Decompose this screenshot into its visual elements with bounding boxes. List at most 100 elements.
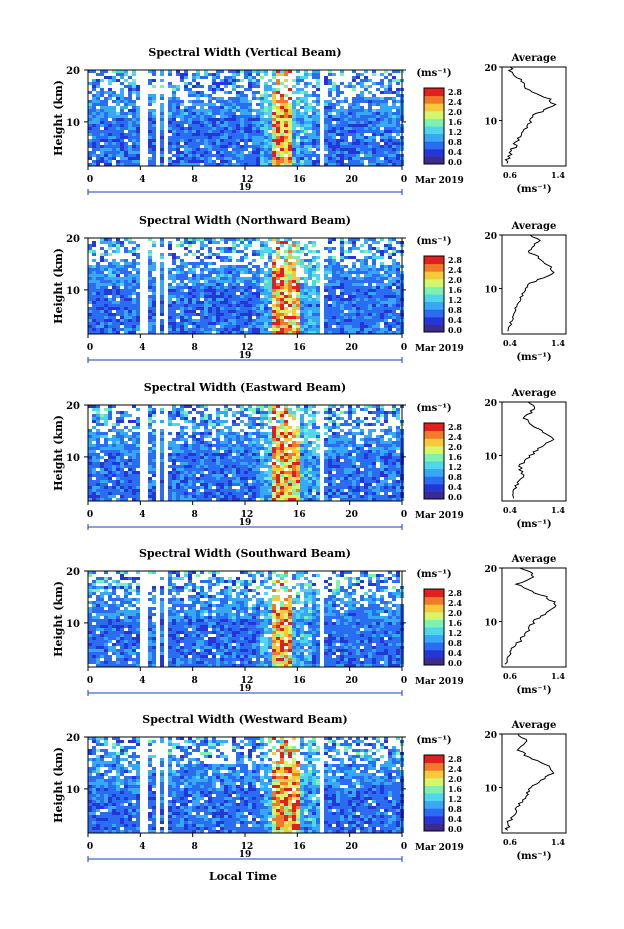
heatmap-cell [184, 76, 188, 79]
heatmap-cell [316, 100, 320, 103]
heatmap-cell [284, 429, 288, 432]
heatmap-cell [96, 319, 100, 322]
heatmap-cell [328, 286, 332, 289]
heatmap-cell [196, 85, 200, 88]
heatmap-cell [256, 79, 260, 82]
heatmap-cell [360, 112, 364, 115]
heatmap-cell [396, 408, 400, 411]
heatmap-cell [324, 259, 328, 262]
heatmap-cell [168, 151, 172, 154]
heatmap-cell [348, 160, 352, 163]
heatmap-cell [192, 241, 196, 244]
heatmap-cell [280, 115, 284, 118]
heatmap-cell [324, 295, 328, 298]
heatmap-cell [200, 304, 204, 307]
heatmap-cell [316, 115, 320, 118]
heatmap-cell [200, 450, 204, 453]
heatmap-cell [184, 262, 188, 265]
heatmap-cell [184, 136, 188, 139]
heatmap-cell [128, 271, 132, 274]
heatmap-cell [248, 70, 252, 73]
heatmap-cell [204, 160, 208, 163]
heatmap-cell [388, 136, 392, 139]
heatmap-cell [284, 411, 288, 414]
heatmap-cell [332, 151, 336, 154]
heatmap-cell [148, 453, 152, 456]
heatmap-cell [184, 325, 188, 328]
heatmap-cell [396, 447, 400, 450]
heatmap-cell [328, 408, 332, 411]
xtick-label: 12 [241, 343, 254, 353]
heatmap-cell [208, 94, 212, 97]
heatmap-cell [304, 444, 308, 447]
heatmap-cell [100, 310, 104, 313]
heatmap-cell [120, 319, 124, 322]
heatmap-cell [312, 441, 316, 444]
heatmap-cell [376, 151, 380, 154]
heatmap-cell [328, 322, 332, 325]
heatmap-cell [264, 85, 268, 88]
heatmap-cell [148, 325, 152, 328]
heatmap-cell [244, 435, 248, 438]
heatmap-cell [180, 262, 184, 265]
heatmap-cell [304, 331, 308, 334]
heatmap-cell [348, 310, 352, 313]
heatmap-cell [368, 450, 372, 453]
heatmap-cell [244, 316, 248, 319]
heatmap-cell [232, 420, 236, 423]
heatmap-cell [188, 115, 192, 118]
heatmap-cell [360, 130, 364, 133]
heatmap-cell [196, 97, 200, 100]
heatmap-cell [348, 304, 352, 307]
heatmap-cell [188, 82, 192, 85]
heatmap-cell [136, 247, 140, 250]
heatmap-cell [92, 271, 96, 274]
heatmap-cell [216, 151, 220, 154]
heatmap-cell [392, 265, 396, 268]
heatmap-cell [192, 277, 196, 280]
heatmap-cell [124, 289, 128, 292]
heatmap-cell [120, 268, 124, 271]
heatmap-cell [356, 157, 360, 160]
heatmap-cell [316, 250, 320, 253]
heatmap-cell [112, 94, 116, 97]
heatmap-cell [280, 292, 284, 295]
heatmap-cell [268, 271, 272, 274]
heatmap-cell [172, 423, 176, 426]
heatmap-cell [388, 157, 392, 160]
heatmap-cell [116, 301, 120, 304]
heatmap-cell [152, 331, 156, 334]
heatmap-cell [372, 259, 376, 262]
heatmap-cell [176, 459, 180, 462]
heatmap-cell [368, 97, 372, 100]
heatmap-cell [340, 148, 344, 151]
heatmap-cell [92, 79, 96, 82]
ytick-label: 20 [66, 66, 80, 77]
heatmap-cell [120, 304, 124, 307]
heatmap-cell [132, 121, 136, 124]
heatmap-cell [96, 271, 100, 274]
heatmap-cell [180, 432, 184, 435]
heatmap-cell [332, 277, 336, 280]
heatmap-cell [124, 280, 128, 283]
heatmap-cell [92, 307, 96, 310]
heatmap-cell [108, 271, 112, 274]
heatmap-cell [88, 277, 92, 280]
heatmap-cell [328, 453, 332, 456]
heatmap-cell [272, 112, 276, 115]
heatmap-cell [372, 280, 376, 283]
heatmap-cell [372, 256, 376, 259]
heatmap-cell [200, 313, 204, 316]
heatmap-cell [160, 271, 164, 274]
heatmap-cell [356, 444, 360, 447]
heatmap-cell [88, 271, 92, 274]
heatmap-cell [252, 151, 256, 154]
heatmap-cell [392, 304, 396, 307]
heatmap-cell [204, 423, 208, 426]
heatmap-cell [384, 91, 388, 94]
heatmap-cell [396, 112, 400, 115]
heatmap-cell [332, 331, 336, 334]
heatmap-cell [228, 157, 232, 160]
heatmap-cell [392, 435, 396, 438]
heatmap-cell [260, 435, 264, 438]
